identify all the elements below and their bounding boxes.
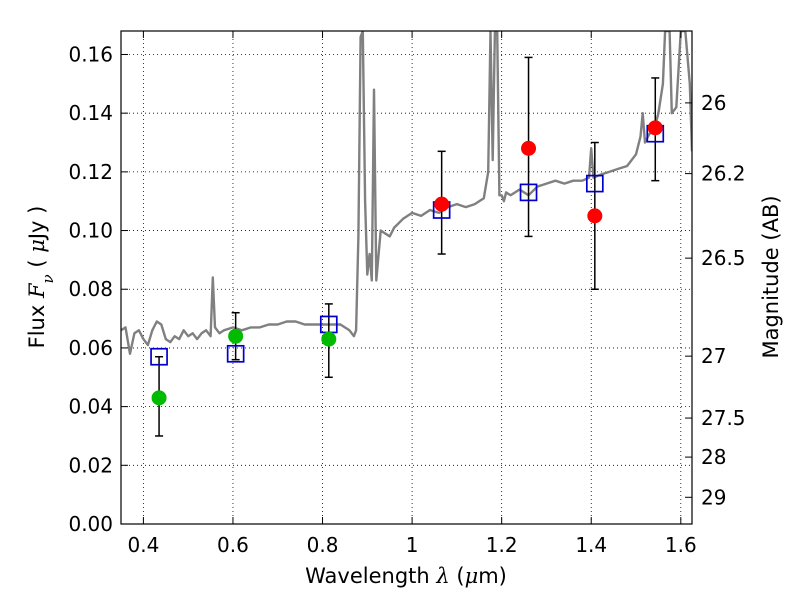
x-tick-label: 0.8 [307, 533, 339, 557]
y2-tick-label: 27.5 [701, 406, 746, 430]
plot-background [121, 31, 692, 524]
plot-frame [120, 30, 693, 525]
point-layer [150, 120, 665, 406]
y2-tick-label: 26 [701, 91, 726, 115]
x-tick-label: 0.6 [217, 533, 249, 557]
y-tick-label: 0.12 [68, 160, 113, 184]
observed-green-point [151, 390, 167, 406]
y2-axis-title: Magnitude (AB) [759, 195, 783, 358]
observed-green-point [321, 331, 337, 347]
y-tick-label: 0.14 [68, 101, 113, 125]
y2-tick-label: 26.2 [701, 162, 746, 186]
x-tick-label: 1.4 [575, 533, 607, 557]
x-tick-label: 0.4 [127, 533, 159, 557]
spectrum-line [121, 31, 692, 355]
y2-tick-label: 29 [701, 485, 726, 509]
x-axis-title: Wavelength λ (μm) [305, 564, 507, 588]
model-point-square [519, 183, 538, 202]
observed-red-point [587, 208, 603, 224]
x-tick-label: 1 [406, 533, 419, 557]
model-point-square [226, 344, 245, 363]
model-point-square [585, 174, 604, 193]
observed-red-point [521, 140, 537, 156]
y-tick-label: 0.00 [68, 512, 113, 536]
y-tick-label: 0.10 [68, 219, 113, 243]
y2-tick-label: 27 [701, 344, 726, 368]
y2-tick-label: 26.5 [701, 246, 746, 270]
y-tick-label: 0.06 [68, 336, 113, 360]
y2-tick-label: 28 [701, 445, 726, 469]
x-tick-label: 1.2 [486, 533, 518, 557]
y-tick-label: 0.16 [68, 42, 113, 66]
observed-green-point [228, 328, 244, 344]
model-point-square [150, 347, 168, 366]
y-tick-label: 0.02 [68, 453, 113, 477]
spectrum-layer [121, 31, 692, 355]
observed-red-point [647, 120, 663, 136]
y-tick-label: 0.04 [68, 395, 113, 419]
y-axis-title: Flux Fν ( μJy ) [25, 206, 57, 349]
y-tick-label: 0.08 [68, 277, 113, 301]
x-tick-label: 1.6 [665, 533, 697, 557]
observed-red-point [434, 196, 450, 212]
axis-ticks: 0.4 0.6 0.8 1 1.2 1.4 1.6 0.00 0.02 0.04 0.06 0.08 0… [68, 31, 746, 557]
